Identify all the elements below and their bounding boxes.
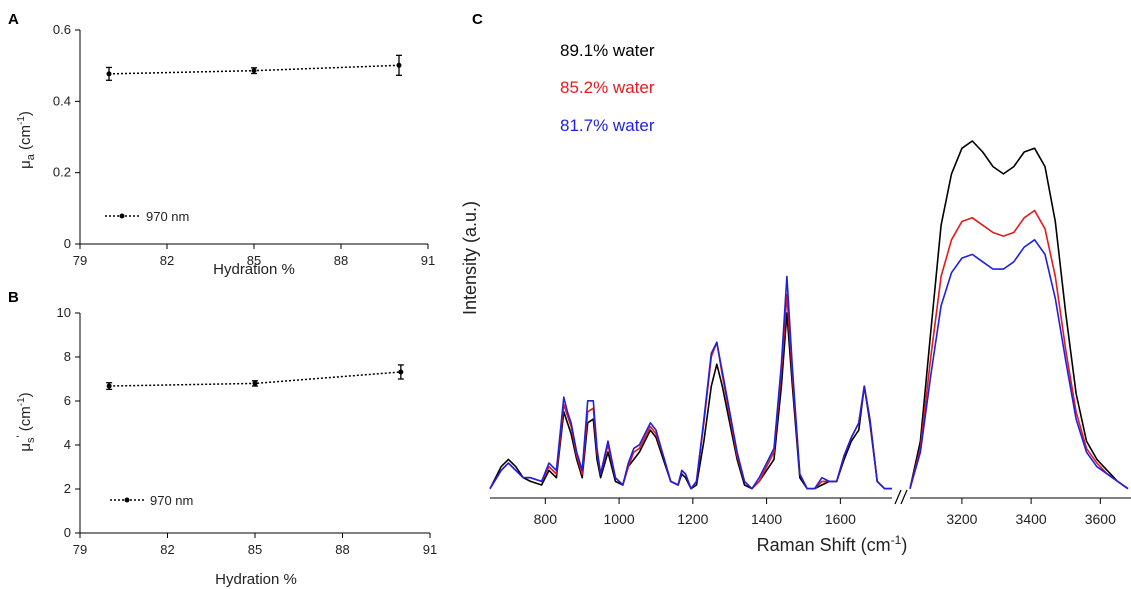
panel-b-y-title-close: ) <box>17 392 34 397</box>
panel-c-x-title-close: ) <box>901 535 907 555</box>
panel-c-x-title-sup: -1 <box>891 533 902 547</box>
axis-break-mark-1 <box>894 489 902 505</box>
y-tick-label: 6 <box>64 393 71 408</box>
x-tick-label: 82 <box>160 253 174 268</box>
y-tick-label: 0.4 <box>53 93 71 108</box>
panel-a-label: A <box>8 11 19 28</box>
panel-a-y-title-mu: μ <box>17 160 34 169</box>
x-tick-label: 85 <box>247 253 261 268</box>
spectrum-line-high-wavenumber <box>909 140 1129 490</box>
x-tick-label: 88 <box>334 253 348 268</box>
panel-b-label: B <box>8 289 19 306</box>
c-x-tick-label: 1200 <box>677 511 708 527</box>
panel-a-y-title-sub: a <box>25 153 37 160</box>
panel-b-ticks: 79 82 85 88 91 0 2 4 6 8 10 <box>57 305 438 557</box>
y-tick-label: 8 <box>64 349 71 364</box>
y-tick-label: 2 <box>64 481 71 496</box>
spectrum-line-fingerprint <box>489 293 892 490</box>
panel-b-y-title-mu: μ <box>17 443 34 452</box>
data-point <box>396 62 402 68</box>
data-point <box>398 369 404 375</box>
panel-b: B 79 82 85 88 91 0 2 4 6 8 10 Hydration % μs' (cm-… <box>8 289 437 588</box>
panel-b-legend-text: 970 nm <box>150 493 193 508</box>
panel-b-y-title-sub: s <box>25 437 37 443</box>
panel-b-y-title-sup: -1 <box>16 397 27 406</box>
legend-89-1-water: 89.1% water <box>560 41 655 60</box>
c-x-tick-label: 800 <box>534 511 558 527</box>
axis-break-mark-2 <box>900 489 908 505</box>
spectrum-line-high-wavenumber <box>909 239 1129 490</box>
panel-b-legend-marker <box>124 497 130 503</box>
c-x-tick-label: 1600 <box>825 511 856 527</box>
y-tick-label: 0 <box>64 525 71 540</box>
panel-a-y-title-sup: -1 <box>16 116 27 125</box>
y-tick-label: 4 <box>64 437 71 452</box>
data-point <box>106 71 112 77</box>
panel-c: C 800 1000 1200 1400 1600 3200 3400 3600 Raman … <box>460 11 1131 555</box>
panel-a-y-title-unit: (cm <box>17 125 34 154</box>
data-point <box>251 68 257 74</box>
x-tick-label: 85 <box>248 542 262 557</box>
panel-c-x-title: Raman Shift (cm-1) <box>757 533 908 555</box>
panel-a-y-title-close: ) <box>17 111 34 116</box>
panel-c-legend: 89.1% water 85.2% water 81.7% water <box>560 41 655 135</box>
spectrum-line-high-wavenumber <box>909 209 1129 490</box>
panel-a-series <box>106 54 402 81</box>
panel-b-legend: 970 nm <box>110 493 193 508</box>
data-point <box>252 380 258 386</box>
c-x-tick-label: 1000 <box>604 511 635 527</box>
x-tick-label: 91 <box>421 253 435 268</box>
y-tick-label: 0.2 <box>53 165 71 180</box>
panel-c-y-title: Intensity (a.u.) <box>460 201 480 315</box>
panel-a: A 79 82 85 88 91 0 0.2 0.4 0.6 Hydration % μa (c… <box>8 11 435 278</box>
c-x-tick-label: 3600 <box>1085 511 1116 527</box>
panel-a-legend: 970 nm <box>105 209 189 224</box>
x-tick-label: 82 <box>160 542 174 557</box>
y-tick-label: 10 <box>57 305 71 320</box>
panel-a-legend-marker <box>119 213 125 219</box>
panel-c-label: C <box>472 11 483 28</box>
panel-c-ticks: 800 1000 1200 1400 1600 3200 3400 3600 <box>534 498 1116 527</box>
x-tick-label: 79 <box>73 542 87 557</box>
legend-85-2-water: 85.2% water <box>560 78 655 97</box>
spectrum-line-fingerprint <box>489 312 892 490</box>
panel-a-x-title: Hydration % <box>213 261 295 278</box>
legend-81-7-water: 81.7% water <box>560 116 655 135</box>
c-x-tick-label: 3200 <box>946 511 977 527</box>
panel-c-x-title-text: Raman Shift (cm <box>757 535 891 555</box>
x-tick-label: 79 <box>73 253 87 268</box>
data-point <box>106 383 112 389</box>
y-tick-label: 0 <box>64 236 71 251</box>
panel-b-y-title-unit: (cm <box>17 406 34 435</box>
x-tick-label: 88 <box>335 542 349 557</box>
panel-b-x-title: Hydration % <box>215 571 297 588</box>
c-x-tick-label: 1400 <box>751 511 782 527</box>
panel-b-series <box>106 364 404 390</box>
c-x-tick-label: 3400 <box>1016 511 1047 527</box>
spectrum-line-fingerprint <box>489 275 892 490</box>
panel-a-y-title: μa (cm-1) <box>16 111 37 169</box>
x-tick-label: 91 <box>423 542 437 557</box>
panel-a-ticks: 79 82 85 88 91 0 0.2 0.4 0.6 <box>53 22 435 268</box>
panel-c-series <box>489 140 1129 490</box>
panel-b-y-title: μs' (cm-1) <box>15 392 37 451</box>
panel-a-legend-text: 970 nm <box>146 209 189 224</box>
panel-b-y-title-prime: ' <box>15 435 27 437</box>
panel-c-axis-break <box>894 489 908 505</box>
y-tick-label: 0.6 <box>53 22 71 37</box>
